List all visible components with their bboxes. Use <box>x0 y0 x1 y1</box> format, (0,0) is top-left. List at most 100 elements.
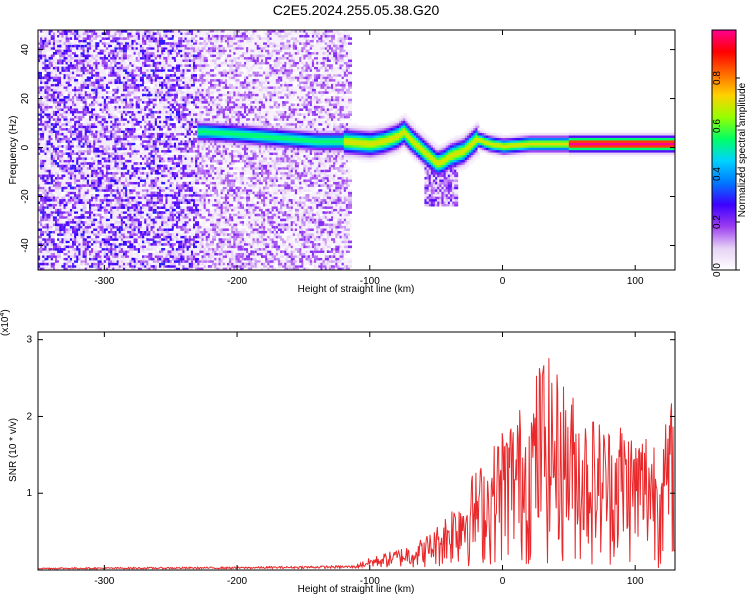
spectrogram-cell <box>146 176 151 180</box>
spectrogram-cell <box>156 108 161 111</box>
spectrogram-cell <box>110 218 115 222</box>
spectrogram-cell <box>61 230 66 234</box>
spectrogram-cell <box>108 147 113 151</box>
spectrogram-cell <box>55 39 59 43</box>
spectrogram-cell <box>38 199 42 202</box>
spectrogram-cell <box>137 181 142 185</box>
spectrogram-cell <box>152 91 157 94</box>
spectrogram-cell <box>76 162 81 165</box>
spectrogram-cell <box>110 74 115 77</box>
spectrogram-cell <box>169 169 174 173</box>
spectrogram-cell <box>63 230 68 234</box>
spectrogram-cell <box>46 233 51 236</box>
spectrogram-cell <box>186 86 191 89</box>
spectrogram-cell <box>42 176 47 180</box>
spectrogram-cell <box>78 223 83 227</box>
spectrogram-cell <box>176 201 180 204</box>
spectrogram-cell <box>76 44 81 48</box>
spectrogram-cell <box>84 145 89 148</box>
spectrogram-cell <box>72 238 76 241</box>
spectrogram-cell <box>63 108 68 111</box>
spectrogram-cell <box>105 137 110 141</box>
spectrogram-cell <box>105 265 110 268</box>
spectrogram-cell <box>72 189 76 192</box>
spectrogram-cell <box>101 120 106 124</box>
spectrogram-cell <box>161 110 166 114</box>
spectrogram-cell <box>125 108 130 111</box>
spectrogram-cell <box>112 235 117 239</box>
spectrogram-cell <box>63 64 68 67</box>
spectrogram-cell <box>159 56 163 60</box>
spectrogram-cell <box>112 147 117 151</box>
spectrogram-cell <box>167 191 172 195</box>
spectrogram-cell <box>186 49 191 53</box>
spectrogram-cell <box>161 81 166 84</box>
spectrogram-cell <box>154 81 159 84</box>
spectrogram-cell <box>63 32 68 35</box>
spectrogram-cell <box>165 159 170 163</box>
spectrogram-cell <box>178 49 183 53</box>
spectrogram-cell <box>150 142 155 146</box>
spectrogram-cell <box>127 159 132 163</box>
spectrogram-cell <box>86 108 91 111</box>
spectrogram-cell <box>44 252 49 256</box>
spectrogram-cell <box>163 194 168 197</box>
spectrogram-cell <box>131 83 136 87</box>
spectrogram-cell <box>163 103 168 107</box>
spectrogram-cell <box>167 265 172 268</box>
spectrogram-cell <box>112 184 117 187</box>
spectrogram-cell <box>186 157 191 160</box>
spectrogram-cell <box>80 128 85 131</box>
spectrogram-cell <box>122 105 127 109</box>
spectrogram-cell <box>40 199 45 202</box>
spectrogram-cell <box>105 118 110 121</box>
spectrogram-cell <box>146 123 151 126</box>
spectrogram-cell <box>82 103 87 107</box>
spectrogram-cell <box>114 132 119 136</box>
spectrogram-cell <box>80 203 85 207</box>
spectrogram-cell <box>103 61 108 65</box>
spectrogram-cell <box>156 260 161 263</box>
spectrogram-cell <box>161 120 166 124</box>
spectrogram-cell <box>84 223 89 227</box>
spectrogram-cell <box>72 128 76 131</box>
spectrogram-cell <box>139 230 144 234</box>
spectrogram-cell <box>76 101 81 104</box>
spectrogram-cell <box>57 250 62 253</box>
spectrogram-cell <box>118 196 123 200</box>
spectrogram-cell <box>78 59 83 62</box>
spectrogram-cell <box>46 74 51 77</box>
spectrogram-cell <box>120 257 125 261</box>
spectrogram-cell <box>105 101 110 104</box>
spectrogram-cell <box>135 265 140 268</box>
spectrogram-cell <box>163 105 168 109</box>
spectrogram-cell <box>46 196 51 200</box>
spectrogram-cell <box>74 252 79 256</box>
spectrogram-cell <box>101 88 106 92</box>
spectrogram-cell <box>148 245 153 249</box>
spectrogram-cell <box>93 250 98 253</box>
spectrogram-cell <box>63 248 68 251</box>
spectrogram-cell <box>125 128 130 131</box>
spectrogram-cell <box>46 203 51 207</box>
spectrogram-cell <box>74 115 79 119</box>
spectrogram-cell <box>135 152 140 155</box>
spectrogram-cell <box>129 56 134 60</box>
spectrogram-cell <box>142 221 146 224</box>
spectrogram-cell <box>57 101 62 104</box>
spectrogram-cell <box>150 211 155 214</box>
spectrogram-cell <box>52 86 57 89</box>
spectrogram-cell <box>139 37 144 40</box>
spectrogram-cell <box>86 186 91 190</box>
spectrogram-cell <box>133 93 138 97</box>
spectrogram-cell <box>78 218 83 222</box>
spectrogram-cell <box>114 150 119 153</box>
spectrogram-cell <box>93 174 98 178</box>
spectrogram-cell <box>148 221 153 224</box>
spectrogram-cell <box>103 265 108 268</box>
spectrogram-cell <box>59 199 64 202</box>
spectrogram-cell <box>114 159 119 163</box>
spectrogram-cell <box>44 176 49 180</box>
spectrogram-cell <box>171 86 176 89</box>
spectrogram-cell <box>99 252 104 256</box>
